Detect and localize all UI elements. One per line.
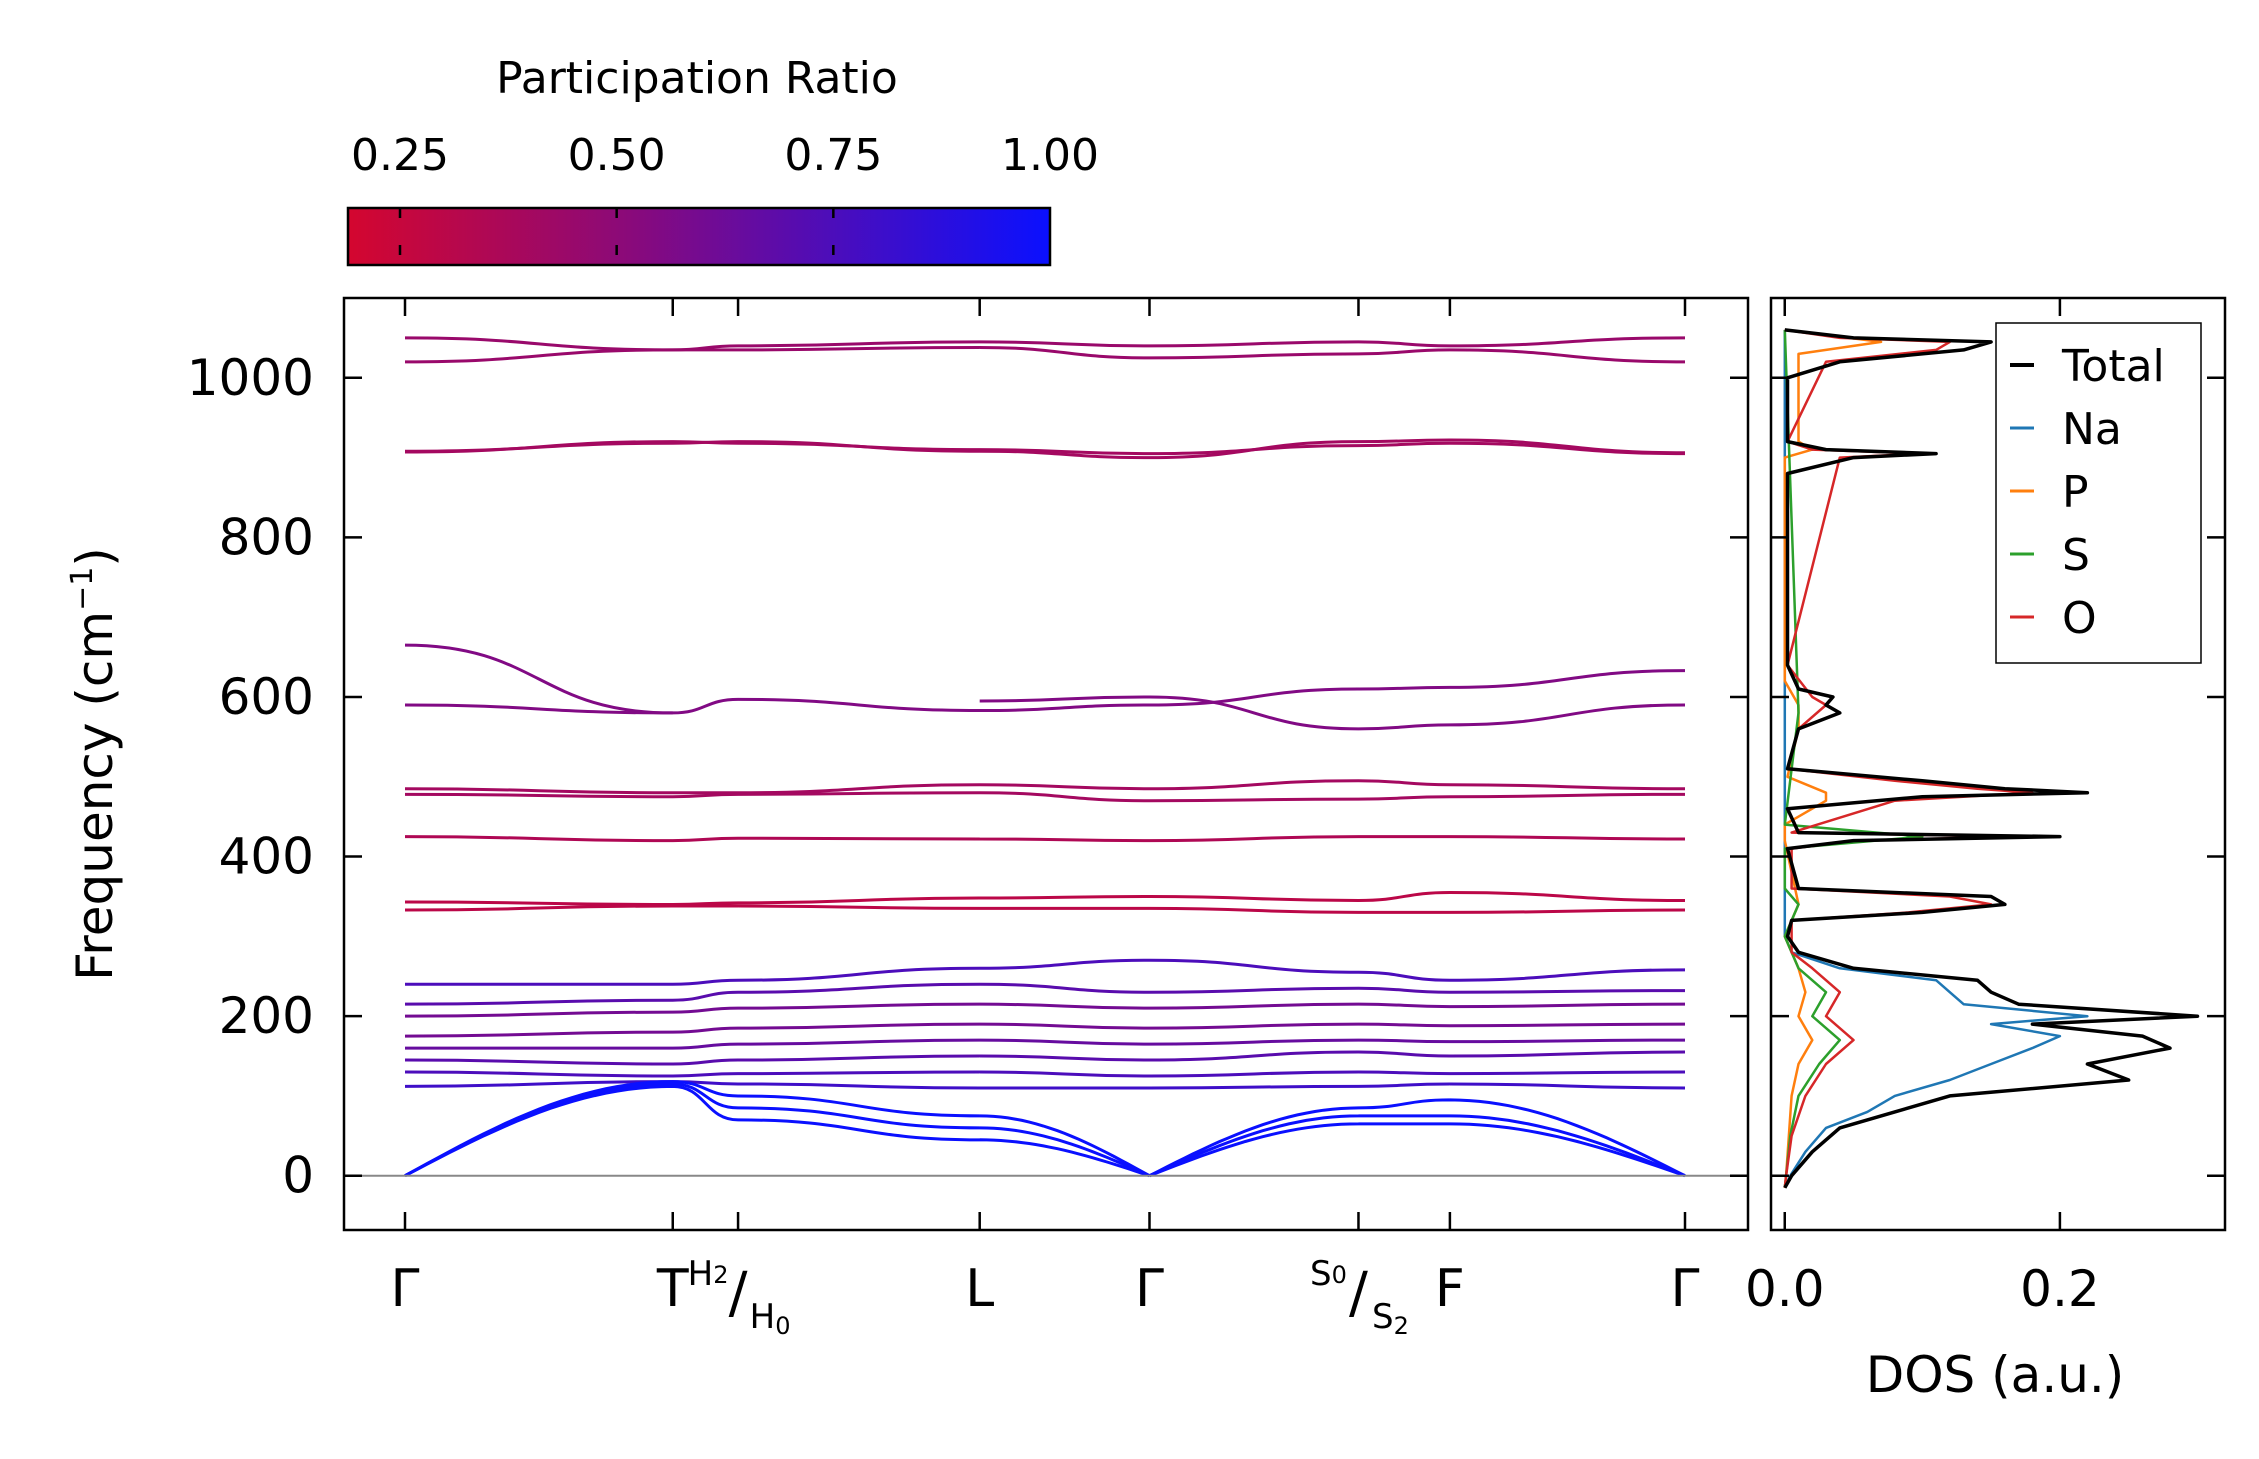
band-branch [404, 835, 1686, 843]
band-y-axis-label: Frequency (cm−1) [65, 547, 124, 981]
k-point-label: Γ [1135, 1259, 1164, 1319]
k-point-frac-slash: / [729, 1261, 748, 1326]
band-branch [404, 982, 1686, 1006]
legend-frame [1995, 322, 2202, 664]
band-branch [404, 669, 1686, 715]
band-branch [404, 643, 673, 715]
band-k-path-axis: Γ TH2/H0L Γ S0/S2F Γ [391, 298, 1700, 1340]
colorbar-tick-label: 1.00 [1001, 130, 1099, 181]
band-branch [404, 336, 1686, 352]
dos-lines [1783, 328, 2200, 1189]
k-point-main-label: Γ [1135, 1259, 1164, 1319]
k-point-label: F [1435, 1259, 1465, 1319]
dos-y-ticks [1771, 376, 2225, 1177]
legend-label: S [2062, 530, 2090, 581]
dos-curve-o [1783, 328, 2034, 1188]
k-point-label: L [965, 1259, 994, 1319]
band-branch [404, 1002, 1686, 1018]
k-point-main-label: T [656, 1259, 689, 1319]
k-point-label: S0/S2 [1310, 1254, 1409, 1340]
colorbar-ticks: 0.25 0.50 0.75 1.00 [351, 130, 1099, 265]
colorbar-tick-label: 0.25 [351, 130, 449, 181]
band-branch [404, 1050, 1686, 1066]
colorbar-title: Participation Ratio [496, 53, 898, 104]
band-branch [404, 1070, 1686, 1078]
band-branch [404, 904, 1686, 914]
band-y-axis: 0 200 400 600 800 1000 [187, 349, 1748, 1205]
band-y-tick-label: 0 [282, 1147, 314, 1205]
k-point-main-label: Γ [1671, 1259, 1700, 1319]
k-point-frac-bottom: H0 [750, 1297, 791, 1340]
band-branch [404, 779, 1686, 795]
k-point-main-label: Γ [391, 1259, 420, 1319]
band-branch [404, 791, 1686, 803]
legend-label: Total [2061, 341, 2165, 392]
dos-x-tick-label: 0.2 [2020, 1260, 2100, 1318]
band-branch [404, 1084, 1686, 1178]
dos-legend: Total Na PSO [1995, 322, 2202, 664]
legend-label: Na [2062, 404, 2122, 455]
dos-curve-total [1783, 328, 2200, 1189]
dos-panel: 0.0 0.2 DOS (a.u.) Total Na PSO [1745, 296, 2227, 1404]
colorbar-tick-label: 0.50 [568, 130, 666, 181]
k-point-main-label: L [965, 1259, 994, 1319]
band-branch [404, 1022, 1686, 1038]
band-branch [979, 695, 1686, 731]
dos-panel-frame [1769, 296, 2227, 1232]
colorbar-gradient [346, 206, 1052, 267]
band-panel-frame [342, 296, 1750, 1232]
band-branch [404, 438, 1686, 460]
colorbar-tick-label: 0.75 [784, 130, 882, 181]
dos-x-axis-label: DOS (a.u.) [1866, 1346, 2125, 1404]
k-point-main-label: F [1435, 1259, 1465, 1319]
k-point-frac-top: H2 [688, 1254, 729, 1294]
k-point-frac-slash: / [1349, 1261, 1368, 1326]
band-y-tick-label: 800 [219, 508, 314, 566]
legend-label: O [2062, 593, 2097, 644]
k-point-label: H2/H0 [688, 1254, 791, 1340]
band-y-tick-label: 200 [219, 987, 314, 1045]
band-branch [404, 345, 1686, 364]
band-branch [404, 1038, 1686, 1050]
band-y-tick-label: 600 [219, 668, 314, 726]
k-point-label: Γ [1671, 1259, 1700, 1319]
band-branch [404, 1082, 1686, 1178]
legend-label: P [2062, 467, 2089, 518]
k-point-frac-top: S0 [1310, 1254, 1347, 1294]
band-y-tick-label: 400 [219, 828, 314, 886]
band-branch [404, 1080, 1686, 1178]
dos-x-tick-label: 0.0 [1745, 1260, 1825, 1318]
band-branch [404, 1080, 1686, 1090]
band-branch [405, 958, 1686, 986]
band-y-tick-label: 1000 [187, 349, 314, 407]
colorbar: Participation Ratio 0.25 0.50 0.75 1.00 [346, 53, 1099, 267]
dos-x-axis: 0.0 0.2 [1745, 298, 2100, 1318]
k-point-label: Γ [391, 1259, 420, 1319]
band-lines [404, 336, 1686, 1178]
dos-curve-na [1783, 329, 2089, 1189]
k-point-frac-bottom: S2 [1372, 1297, 1409, 1340]
k-point-label: T [656, 1259, 689, 1319]
band-branch [404, 890, 1686, 906]
